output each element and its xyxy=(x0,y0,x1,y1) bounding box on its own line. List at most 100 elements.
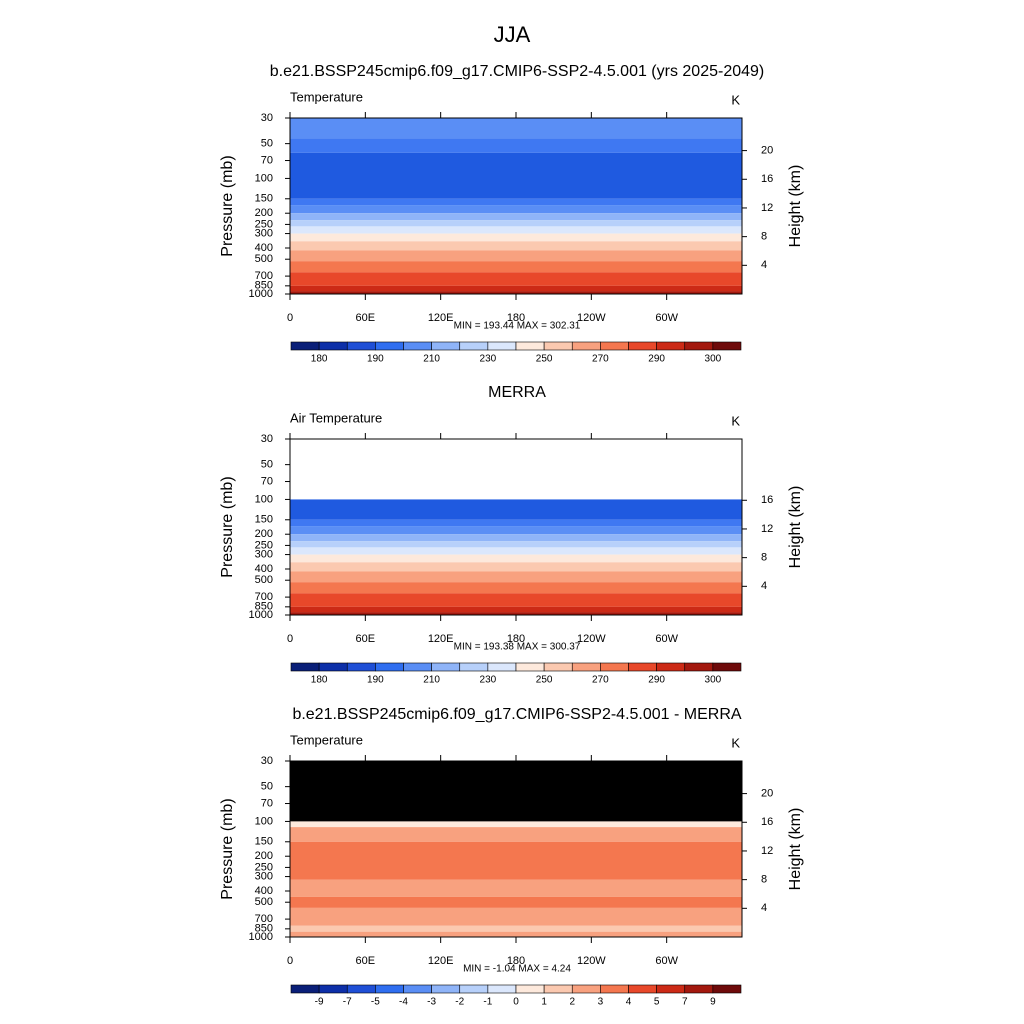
contour-band xyxy=(290,547,742,555)
contour-band xyxy=(290,761,742,822)
contour-band xyxy=(290,821,742,828)
colorbar-label: 250 xyxy=(536,675,553,686)
colorbar-box xyxy=(712,984,742,994)
colorbar-box xyxy=(571,662,601,672)
colorbar-label: 0 xyxy=(513,997,519,1008)
contour-band xyxy=(290,250,742,262)
colorbar-box xyxy=(290,662,320,672)
y-tick-label: 400 xyxy=(255,885,273,897)
colorbar-box xyxy=(600,662,629,672)
y-tick-label: 1000 xyxy=(249,288,273,300)
colorbar-box xyxy=(346,341,376,351)
colorbar-label: 300 xyxy=(705,354,722,365)
contour-band xyxy=(290,541,742,548)
y-tick-label: 250 xyxy=(255,861,273,873)
y-tick-label: 250 xyxy=(255,218,273,230)
contour-band xyxy=(290,152,742,199)
y-tick-label: 200 xyxy=(255,850,273,862)
units-label: K xyxy=(731,92,740,107)
colorbar-label: 3 xyxy=(598,997,604,1008)
left-label: Temperature xyxy=(290,732,363,747)
y2-tick-label: 12 xyxy=(761,202,773,214)
y-tick-label: 100 xyxy=(255,815,273,827)
colorbar-box xyxy=(656,662,686,672)
contour-band xyxy=(290,226,742,234)
y-tick-label: 500 xyxy=(255,253,273,265)
y-axis-label: Pressure (mb) xyxy=(219,476,236,577)
colorbar-label: 5 xyxy=(654,997,660,1008)
colorbar-label: 290 xyxy=(648,354,665,365)
colorbar-box xyxy=(290,341,320,351)
y-tick-label: 300 xyxy=(255,227,273,239)
y-tick-label: 1000 xyxy=(249,609,273,621)
y-tick-label: 70 xyxy=(261,797,273,809)
y-tick-label: 850 xyxy=(255,280,273,292)
y-tick-label: 150 xyxy=(255,193,273,205)
contour-band xyxy=(290,285,742,292)
contour-band xyxy=(290,519,742,527)
colorbar-box xyxy=(431,341,461,351)
y-tick-label: 500 xyxy=(255,574,273,586)
contour-band xyxy=(290,534,742,542)
y-tick-label: 50 xyxy=(261,138,273,150)
colorbar-label: 250 xyxy=(536,354,553,365)
contour-band xyxy=(290,571,742,583)
y-tick-label: 150 xyxy=(255,836,273,848)
x-tick-label: 60W xyxy=(655,633,678,645)
x-tick-label: 180 xyxy=(507,955,525,967)
colorbar-box xyxy=(290,984,320,994)
colorbar-box xyxy=(600,341,629,351)
y-tick-label: 700 xyxy=(255,270,273,282)
y-tick-label: 100 xyxy=(255,172,273,184)
colorbar-box xyxy=(431,984,461,994)
y2-tick-label: 8 xyxy=(761,552,767,564)
x-tick-label: 60W xyxy=(655,312,678,324)
colorbar-label: 190 xyxy=(367,354,384,365)
contour-band xyxy=(290,582,742,594)
colorbar-box xyxy=(346,662,376,672)
colorbar-label: -2 xyxy=(455,997,464,1008)
contour-band xyxy=(290,896,742,908)
y2-axis-label: Height (km) xyxy=(787,808,804,891)
contour-band xyxy=(290,261,742,273)
colorbar-box xyxy=(684,341,714,351)
y-tick-label: 850 xyxy=(255,923,273,935)
colorbar-box xyxy=(684,984,714,994)
contour-band xyxy=(290,241,742,251)
contour-band xyxy=(290,907,742,926)
contour-band xyxy=(290,925,742,932)
colorbar-box xyxy=(543,341,573,351)
colorbar-box xyxy=(487,984,517,994)
stats-label: MIN = 193.38 MAX = 300.37 xyxy=(454,642,581,653)
y-tick-label: 300 xyxy=(255,548,273,560)
colorbar-box xyxy=(515,341,545,351)
contour-band xyxy=(290,554,742,563)
colorbar-box xyxy=(318,984,348,994)
colorbar-box xyxy=(375,341,404,351)
x-tick-label: 120W xyxy=(577,955,606,967)
x-tick-label: 60E xyxy=(356,955,376,967)
panel-title: MERRA xyxy=(488,384,546,401)
contour-band xyxy=(290,198,742,206)
colorbar-label: 210 xyxy=(423,675,440,686)
y2-tick-label: 12 xyxy=(761,845,773,857)
x-tick-label: 0 xyxy=(287,312,293,324)
y-tick-label: 30 xyxy=(261,112,273,124)
colorbar-label: 230 xyxy=(480,354,497,365)
colorbar-label: 190 xyxy=(367,675,384,686)
y2-tick-label: 12 xyxy=(761,523,773,535)
y2-tick-label: 16 xyxy=(761,816,773,828)
y-tick-label: 700 xyxy=(255,591,273,603)
contour-band xyxy=(290,220,742,227)
contour-band xyxy=(290,562,742,572)
contour-band xyxy=(290,931,742,937)
y-axis-label: Pressure (mb) xyxy=(219,798,236,899)
left-label: Temperature xyxy=(290,89,363,104)
colorbar-label: -7 xyxy=(343,997,352,1008)
y-tick-label: 200 xyxy=(255,528,273,540)
y-tick-label: 400 xyxy=(255,563,273,575)
contour-band xyxy=(290,138,742,153)
x-tick-label: 60E xyxy=(356,312,376,324)
y2-tick-label: 20 xyxy=(761,145,773,157)
contour-band xyxy=(290,291,742,294)
